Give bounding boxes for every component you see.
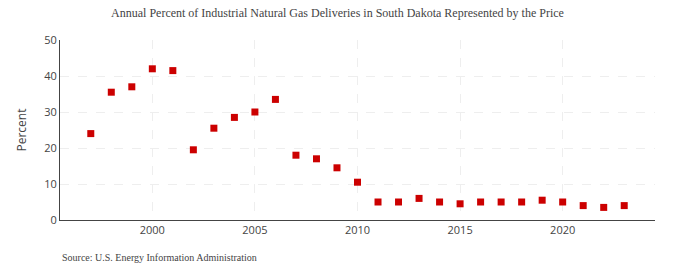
svg-text:50: 50 (44, 32, 57, 47)
svg-text:2005: 2005 (242, 222, 267, 237)
svg-text:Annual Percent of Industrial N: Annual Percent of Industrial Natural Gas… (111, 6, 564, 20)
svg-text:40: 40 (44, 68, 57, 83)
svg-text:2010: 2010 (345, 222, 370, 237)
svg-text:30: 30 (44, 104, 57, 119)
svg-text:2015: 2015 (448, 222, 473, 237)
svg-text:2020: 2020 (550, 222, 575, 237)
svg-text:10: 10 (44, 176, 57, 191)
svg-text:Percent: Percent (13, 109, 30, 152)
svg-text:Source: U.S. Energy Informatio: Source: U.S. Energy Information Administ… (62, 252, 257, 263)
svg-text:2000: 2000 (140, 222, 165, 237)
svg-text:0: 0 (51, 212, 57, 227)
svg-text:20: 20 (44, 140, 57, 155)
